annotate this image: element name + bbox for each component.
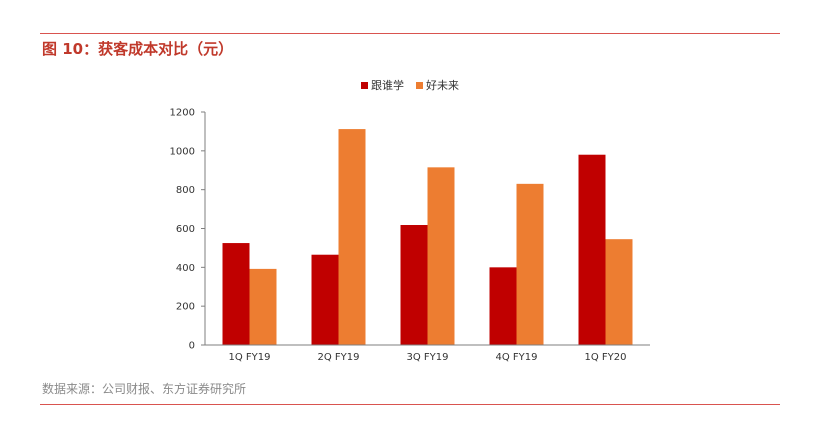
figure-source: 数据来源：公司财报、东方证券研究所 [42, 382, 247, 396]
legend-label: 好未来 [426, 78, 459, 92]
y-tick-label: 0 [189, 341, 195, 352]
y-tick-label: 800 [176, 185, 195, 196]
bar-series2 [516, 183, 544, 345]
bar-series2 [338, 129, 366, 345]
x-tick-label: 1Q FY20 [585, 352, 627, 363]
x-axis: 1Q FY19 2Q FY19 3Q FY19 4Q FY19 1Q FY20 [205, 344, 650, 363]
legend-swatch [361, 82, 368, 89]
y-tick-label: 200 [176, 302, 195, 313]
legend: 跟谁学 好未来 [361, 78, 459, 92]
y-tick-label: 1000 [170, 146, 195, 157]
top-rule [40, 33, 780, 34]
legend-label: 跟谁学 [371, 78, 404, 92]
bar-series1 [222, 243, 250, 345]
x-tick-label: 1Q FY19 [229, 352, 271, 363]
x-tick-label: 4Q FY19 [496, 352, 538, 363]
x-tick-label: 2Q FY19 [318, 352, 360, 363]
bar-series1 [311, 254, 339, 345]
legend-swatch [416, 82, 423, 89]
y-tick-label: 600 [176, 224, 195, 235]
bar-series1 [489, 267, 517, 345]
x-tick-label: 3Q FY19 [407, 352, 449, 363]
bars [222, 129, 633, 345]
bar-series2 [249, 268, 277, 345]
y-tick-label: 400 [176, 263, 195, 274]
bar-series1 [578, 154, 606, 345]
y-tick-label: 1200 [170, 108, 195, 119]
bottom-rule [40, 404, 780, 405]
bar-series2 [427, 167, 455, 345]
bar-series1 [400, 225, 428, 345]
y-axis: 0 200 400 600 800 1000 1200 [170, 108, 206, 352]
figure-title: 图 10：获客成本对比（元） [42, 40, 234, 58]
bar-series2 [605, 239, 633, 345]
